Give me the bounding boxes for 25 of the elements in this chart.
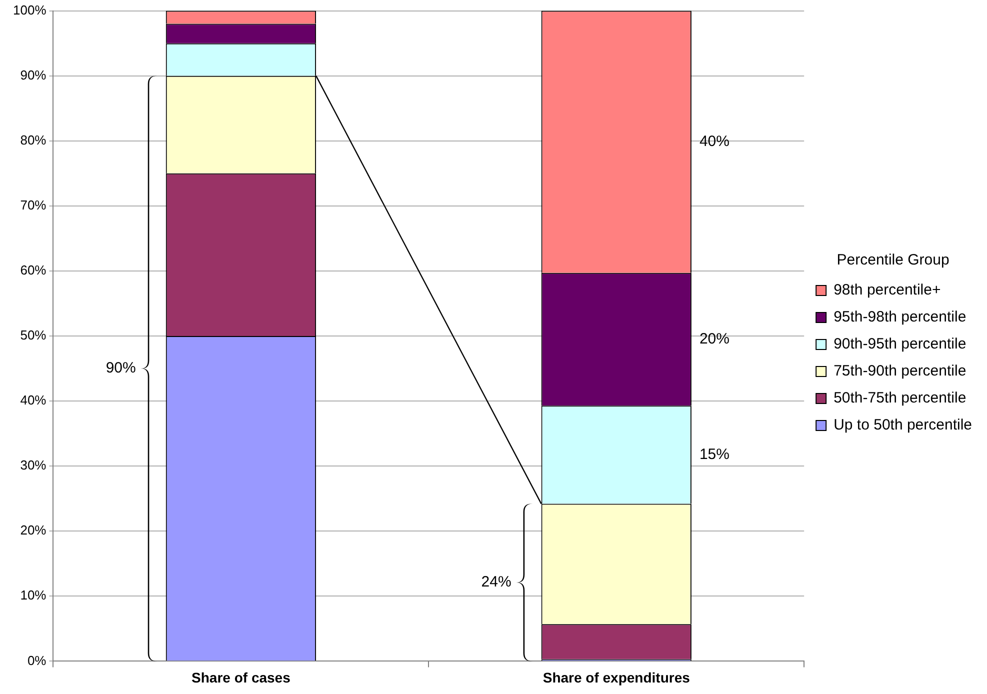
annotation: 20%	[699, 330, 730, 348]
legend-label: 75th-90th percentile	[834, 362, 966, 380]
y-tick-label: 50%	[20, 328, 47, 343]
legend-label: 98th percentile+	[834, 282, 941, 299]
y-tick-label: 10%	[20, 588, 47, 603]
y-tick-label: 20%	[20, 522, 47, 538]
annotation: 24%	[481, 574, 512, 591]
y-tick-label: 80%	[20, 132, 47, 148]
legend-label: Up to 50th percentile	[834, 416, 972, 434]
legend-label: 50th-75th percentile	[834, 390, 966, 407]
annotation: 90%	[106, 360, 136, 377]
legend-label: 90th-95th percentile	[834, 336, 966, 353]
annotation: 40%	[699, 132, 730, 150]
y-tick-label: 90%	[20, 67, 47, 82]
annotation: 15%	[699, 446, 730, 463]
y-tick-label: 30%	[20, 458, 47, 473]
x-tick-label: Share of cases	[192, 669, 291, 686]
y-tick-label: 70%	[20, 198, 47, 212]
y-tick-label: 40%	[20, 392, 47, 408]
y-tick-label: 60%	[20, 262, 47, 278]
x-tick-label: Share of expenditures	[542, 669, 690, 686]
y-tick-label: 100%	[13, 2, 47, 18]
y-tick-label: 0%	[27, 652, 47, 668]
legend-label: 95th-98th percentile	[834, 308, 966, 326]
legend-title: Percentile Group	[836, 252, 950, 269]
